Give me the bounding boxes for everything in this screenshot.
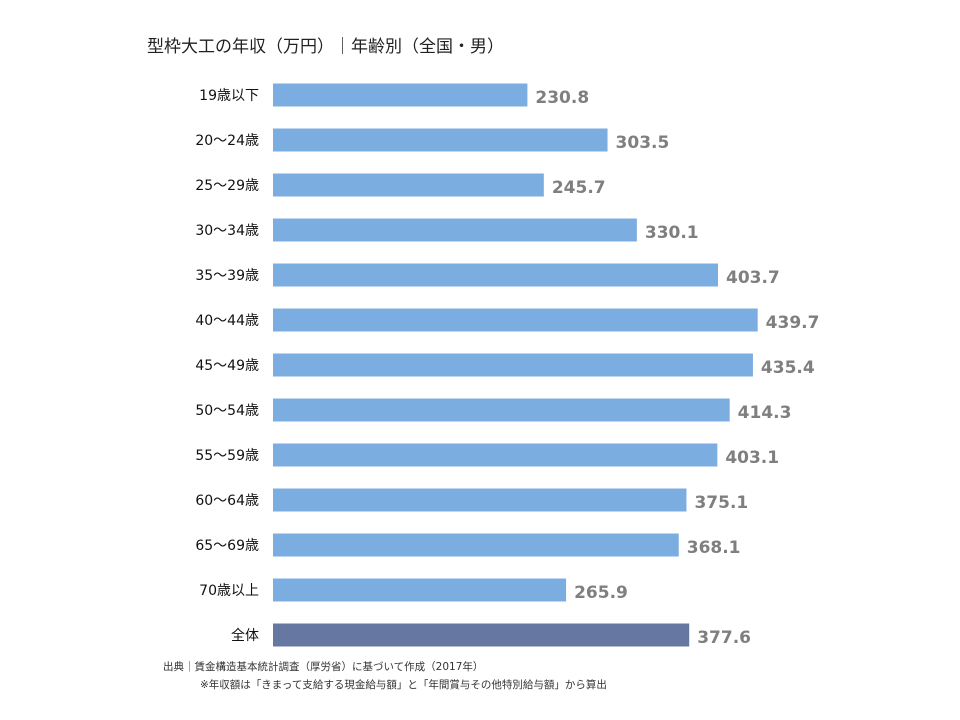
bar-6 — [273, 353, 753, 377]
value-label-12: 377.6 — [697, 628, 751, 648]
value-label-8: 403.1 — [725, 448, 779, 468]
category-label-4: 35～39歳 — [195, 268, 259, 284]
bar-12 — [273, 623, 690, 647]
value-label-3: 330.1 — [645, 223, 699, 243]
category-label-9: 60～64歳 — [195, 493, 259, 509]
category-label-3: 30～34歳 — [195, 223, 259, 239]
category-label-5: 40～44歳 — [195, 313, 259, 329]
value-label-11: 265.9 — [574, 583, 628, 603]
value-label-4: 403.7 — [726, 268, 780, 288]
value-label-10: 368.1 — [687, 538, 741, 558]
category-label-10: 65～69歳 — [195, 538, 259, 554]
bar-5 — [273, 308, 758, 332]
category-label-12: 全体 — [231, 627, 259, 644]
category-label-6: 45～49歳 — [195, 358, 259, 374]
chart-title: 型枠大工の年収（万円）｜年齢別（全国・男） — [147, 37, 504, 57]
bar-3 — [273, 218, 637, 242]
bar-7 — [273, 398, 730, 422]
bar-9 — [273, 488, 687, 512]
bar-11 — [273, 578, 567, 602]
category-label-2: 25～29歳 — [195, 178, 259, 194]
category-label-11: 70歳以上 — [199, 583, 259, 599]
value-label-5: 439.7 — [766, 313, 820, 333]
category-label-0: 19歳以下 — [199, 88, 259, 104]
value-label-0: 230.8 — [535, 88, 589, 108]
value-label-1: 303.5 — [616, 133, 670, 153]
category-label-8: 55～59歳 — [195, 448, 259, 464]
bar-0 — [273, 83, 528, 107]
category-label-1: 20～24歳 — [195, 133, 259, 149]
source-note: 出典｜賃金構造基本統計調査（厚労省）に基づいて作成（2017年） — [163, 661, 484, 673]
value-label-2: 245.7 — [552, 178, 606, 198]
bar-4 — [273, 263, 718, 287]
bar-2 — [273, 173, 544, 197]
bar-1 — [273, 128, 608, 152]
value-label-9: 375.1 — [694, 493, 748, 513]
value-label-6: 435.4 — [761, 358, 815, 378]
category-label-7: 50～54歳 — [195, 403, 259, 419]
calculation-note: ※年収額は「きまって支給する現金給与額」と「年間賞与その他特別給与額」から算出 — [200, 679, 607, 691]
value-label-7: 414.3 — [738, 403, 792, 423]
bar-10 — [273, 533, 679, 557]
bar-8 — [273, 443, 718, 467]
